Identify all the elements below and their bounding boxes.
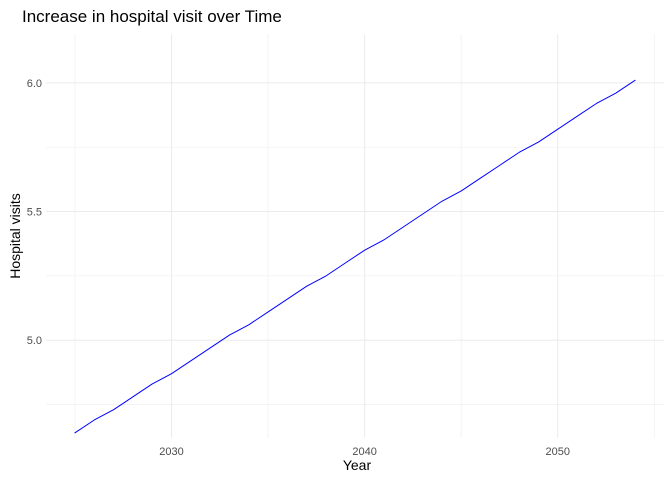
minor-gridlines	[46, 34, 664, 438]
y-tick-label: 6.0	[27, 78, 42, 90]
x-axis-tick-labels: 2030 2040 2050	[159, 446, 570, 458]
y-axis-tick-labels: 5.0 5.5 6.0	[27, 78, 42, 347]
y-tick-label: 5.0	[27, 335, 42, 347]
series-line	[74, 79, 636, 434]
y-tick-label: 5.5	[27, 207, 42, 219]
chart-title: Increase in hospital visit over Time	[22, 7, 282, 26]
y-axis-title: Hospital visits	[7, 193, 23, 279]
x-tick-label: 2040	[352, 446, 376, 458]
series-layer	[74, 79, 636, 434]
major-gridlines	[46, 34, 664, 438]
x-tick-label: 2050	[546, 446, 570, 458]
x-tick-label: 2030	[159, 446, 183, 458]
x-axis-title: Year	[343, 457, 372, 473]
